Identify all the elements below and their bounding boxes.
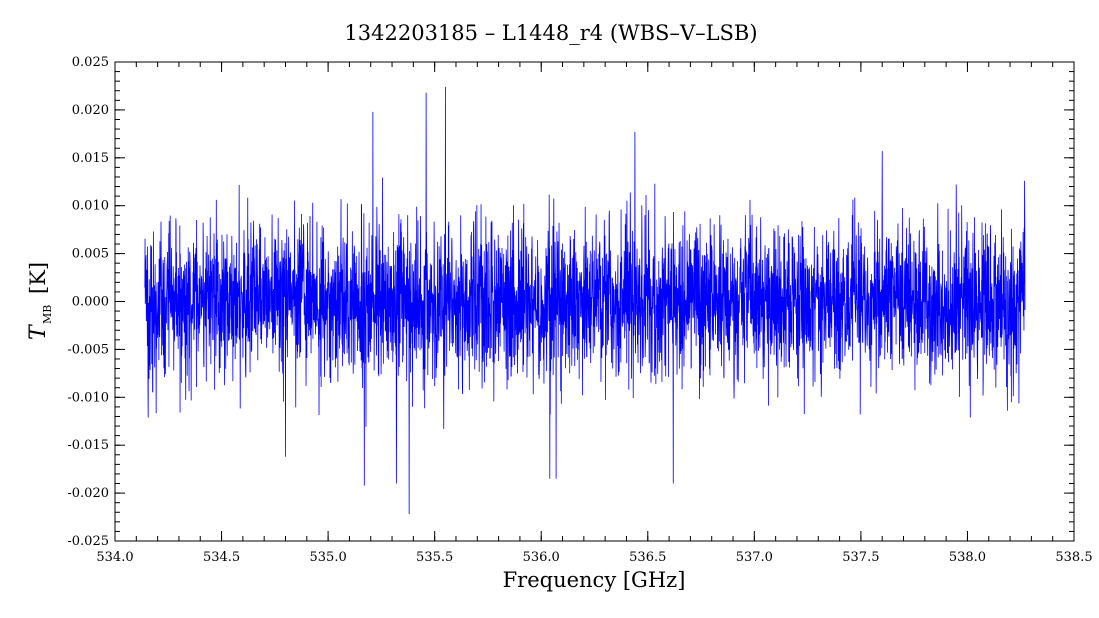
y-axis-label-symbol: T: [26, 323, 51, 340]
x-tick-label: 536.5: [629, 550, 666, 565]
x-tick-label: 536.0: [523, 550, 560, 565]
x-tick-label: 535.0: [310, 550, 347, 565]
y-tick-label: -0.005: [67, 342, 109, 357]
x-tick-label: 537.5: [842, 550, 879, 565]
spectrum-series-line: [144, 86, 1026, 515]
y-tick-label: 0.020: [72, 103, 109, 118]
y-tick-label: -0.025: [67, 534, 109, 549]
y-axis-label-unit: [K]: [26, 262, 50, 294]
y-tick-label: -0.020: [67, 486, 109, 501]
chart-title: 1342203185 – L1448_r4 (WBS–V–LSB): [344, 21, 757, 45]
y-tick-label: 0.010: [72, 199, 109, 214]
x-tick-label: 538.0: [949, 550, 986, 565]
x-tick-label: 535.5: [416, 550, 453, 565]
y-axis-label-subscript: MB: [41, 305, 54, 324]
y-tick-label: -0.015: [67, 438, 109, 453]
y-axis-label: T MB [K]: [26, 262, 54, 340]
y-tick-label: -0.010: [67, 390, 109, 405]
ticks-layer: [114, 61, 1075, 542]
x-tick-label: 538.5: [1055, 550, 1092, 565]
x-tick-label: 534.0: [96, 550, 133, 565]
x-tick-labels: 534.0 534.5 535.0 535.5 536.0 536.5 537.0 537.5…: [96, 550, 1092, 565]
y-tick-label: 0.000: [72, 295, 109, 310]
y-tick-labels: 0.025 0.020 0.015 0.010 0.005 0.000 -0.005 -0.0…: [67, 55, 109, 549]
y-tick-label: 0.005: [72, 247, 109, 262]
y-tick-label: 0.015: [72, 151, 109, 166]
x-tick-label: 534.5: [203, 550, 240, 565]
x-axis-label: Frequency [GHz]: [503, 568, 686, 592]
x-tick-label: 537.0: [736, 550, 773, 565]
plot-area: [114, 61, 1075, 542]
y-tick-label: 0.025: [72, 55, 109, 70]
series-layer: [144, 86, 1026, 515]
